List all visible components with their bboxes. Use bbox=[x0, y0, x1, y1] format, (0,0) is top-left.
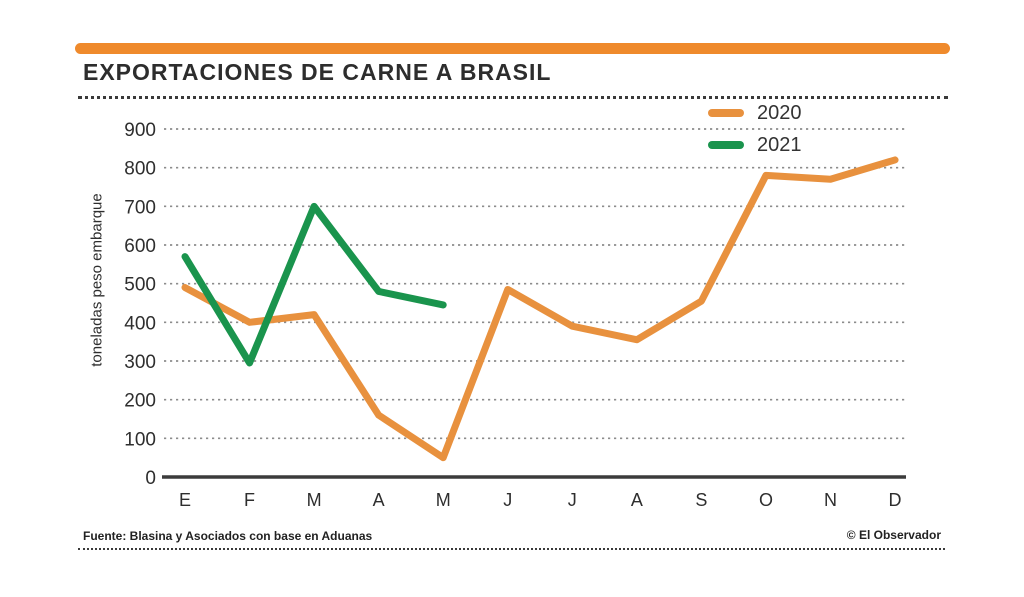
x-tick-label-1: E bbox=[179, 490, 191, 510]
legend-item-2021: 2021 bbox=[708, 132, 802, 158]
x-tick-label-7: J bbox=[568, 490, 577, 510]
legend-item-2020: 2020 bbox=[708, 100, 802, 126]
y-tick-label-400: 400 bbox=[124, 313, 156, 334]
legend-label-2021: 2021 bbox=[757, 133, 802, 156]
y-axis-label: toneladas peso embarque bbox=[88, 193, 106, 367]
y-tick-label-900: 900 bbox=[124, 120, 156, 141]
x-tick-label-3: M bbox=[307, 490, 322, 510]
y-tick-label-600: 600 bbox=[124, 236, 156, 257]
y-tick-label-200: 200 bbox=[124, 391, 156, 412]
y-tick-label-100: 100 bbox=[124, 429, 156, 450]
x-tick-label-5: M bbox=[436, 490, 451, 510]
legend: 2020 2021 bbox=[708, 100, 802, 164]
x-tick-label-6: J bbox=[503, 490, 512, 510]
y-tick-label-0: 0 bbox=[145, 468, 156, 489]
y-tick-label-800: 800 bbox=[124, 159, 156, 180]
x-tick-label-11: N bbox=[824, 490, 837, 510]
chart-title: EXPORTACIONES DE CARNE A BRASIL bbox=[83, 59, 552, 85]
y-tick-label-500: 500 bbox=[124, 275, 156, 296]
source-text: Fuente: Blasina y Asociados con base en … bbox=[83, 529, 373, 543]
title-underline bbox=[78, 92, 948, 99]
y-tick-label-700: 700 bbox=[124, 197, 156, 218]
x-tick-label-2: F bbox=[244, 490, 255, 510]
legend-label-2020: 2020 bbox=[757, 101, 802, 124]
credit-text: © El Observador bbox=[846, 528, 941, 542]
series-line-2021 bbox=[181, 202, 447, 367]
accent-bar bbox=[75, 43, 950, 54]
x-tick-label-10: O bbox=[759, 490, 773, 510]
y-tick-label-300: 300 bbox=[124, 352, 156, 373]
footer-underline bbox=[78, 544, 945, 550]
series-line-2020 bbox=[181, 156, 899, 462]
x-tick-label-9: S bbox=[695, 490, 707, 510]
x-tick-label-8: A bbox=[631, 490, 643, 510]
x-tick-label-4: A bbox=[373, 490, 385, 510]
legend-swatch-2020 bbox=[708, 109, 744, 117]
x-tick-label-12: D bbox=[889, 490, 902, 510]
legend-swatch-2021 bbox=[708, 141, 744, 149]
